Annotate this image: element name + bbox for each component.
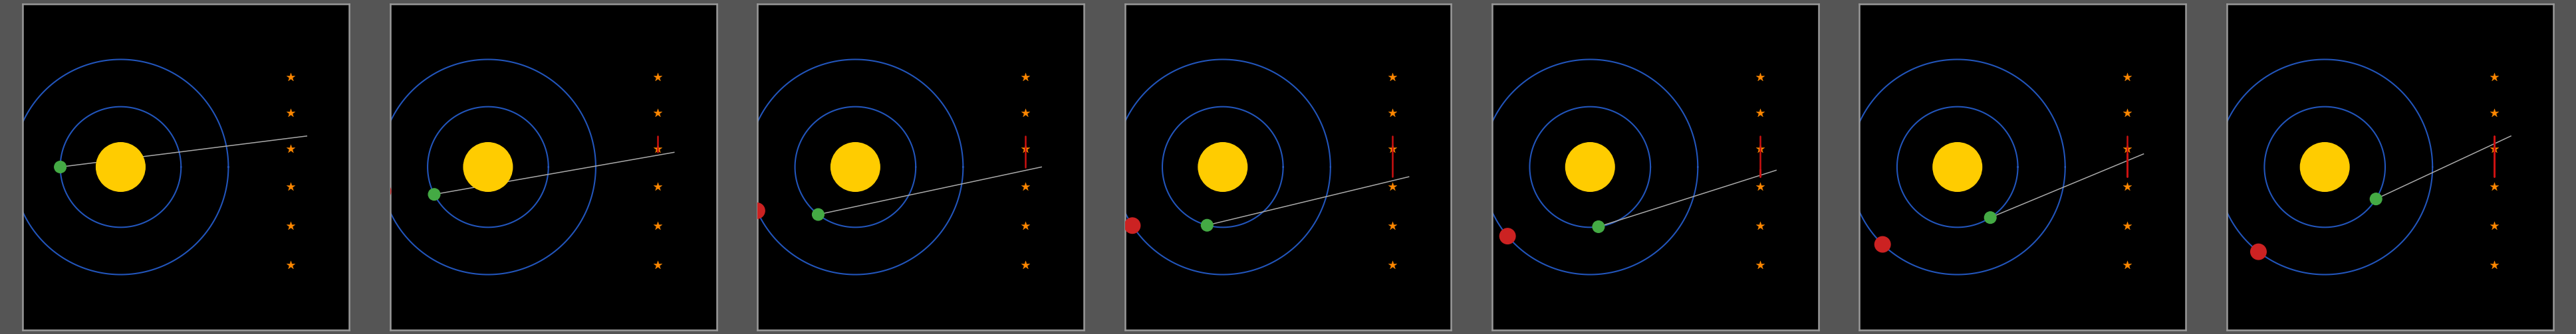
Point (270, 223, 312, 228)
Point (1739, 146, 1780, 152)
Point (1005, 146, 1046, 152)
Point (1373, 262, 1414, 268)
Circle shape (1875, 236, 1891, 252)
Point (270, 184, 312, 189)
Point (636, 262, 677, 268)
Circle shape (428, 188, 440, 200)
Point (2107, 75, 2148, 80)
Circle shape (1499, 228, 1515, 244)
Point (1373, 111, 1414, 116)
Point (636, 111, 677, 116)
Point (1373, 75, 1414, 80)
Circle shape (54, 161, 67, 173)
Point (1739, 184, 1780, 189)
Circle shape (95, 143, 144, 191)
Point (2107, 146, 2148, 152)
Point (2473, 75, 2514, 80)
Point (2473, 262, 2514, 268)
Point (2473, 111, 2514, 116)
Circle shape (2251, 244, 2267, 260)
Point (1739, 223, 1780, 228)
Circle shape (376, 183, 392, 199)
Circle shape (2300, 143, 2349, 191)
Point (636, 146, 677, 152)
Point (1373, 146, 1414, 152)
Point (270, 111, 312, 116)
Point (270, 262, 312, 268)
Circle shape (1566, 143, 1615, 191)
Point (636, 184, 677, 189)
Point (2107, 223, 2148, 228)
Point (1373, 184, 1414, 189)
Point (270, 146, 312, 152)
Circle shape (832, 143, 881, 191)
Point (1005, 223, 1046, 228)
Point (636, 75, 677, 80)
Circle shape (1198, 143, 1247, 191)
Point (2107, 184, 2148, 189)
Point (1739, 75, 1780, 80)
Circle shape (1200, 219, 1213, 231)
Circle shape (1592, 221, 1605, 232)
Point (2107, 262, 2148, 268)
Point (2107, 111, 2148, 116)
Point (1005, 75, 1046, 80)
Point (1005, 184, 1046, 189)
Circle shape (1984, 212, 1996, 223)
Point (1373, 223, 1414, 228)
Circle shape (750, 203, 765, 218)
Circle shape (464, 143, 513, 191)
Circle shape (811, 209, 824, 220)
Circle shape (5, 159, 21, 175)
Circle shape (1932, 143, 1981, 191)
Circle shape (1126, 218, 1141, 233)
Point (2473, 146, 2514, 152)
Point (1005, 262, 1046, 268)
Point (270, 75, 312, 80)
Circle shape (2370, 193, 2383, 205)
Point (1005, 111, 1046, 116)
Point (1739, 111, 1780, 116)
Point (636, 223, 677, 228)
Point (2473, 184, 2514, 189)
Point (1739, 262, 1780, 268)
Point (2473, 223, 2514, 228)
